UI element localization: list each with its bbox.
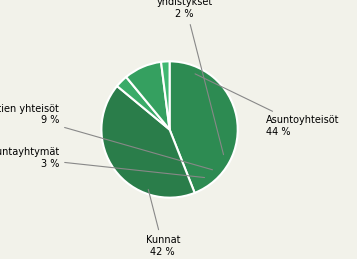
Text: Säätiöt ja
yhdistykset
2 %: Säätiöt ja yhdistykset 2 % bbox=[156, 0, 223, 155]
Text: Kunnat
42 %: Kunnat 42 % bbox=[146, 189, 180, 257]
Wedge shape bbox=[161, 61, 170, 130]
Wedge shape bbox=[101, 86, 195, 198]
Text: Kuntien yhteisöt
9 %: Kuntien yhteisöt 9 % bbox=[0, 104, 212, 170]
Text: Kuntayhtymät
3 %: Kuntayhtymät 3 % bbox=[0, 147, 205, 177]
Wedge shape bbox=[117, 77, 170, 130]
Wedge shape bbox=[170, 61, 238, 193]
Wedge shape bbox=[126, 62, 170, 130]
Text: Asuntoyhteisöt
44 %: Asuntoyhteisöt 44 % bbox=[195, 74, 340, 137]
